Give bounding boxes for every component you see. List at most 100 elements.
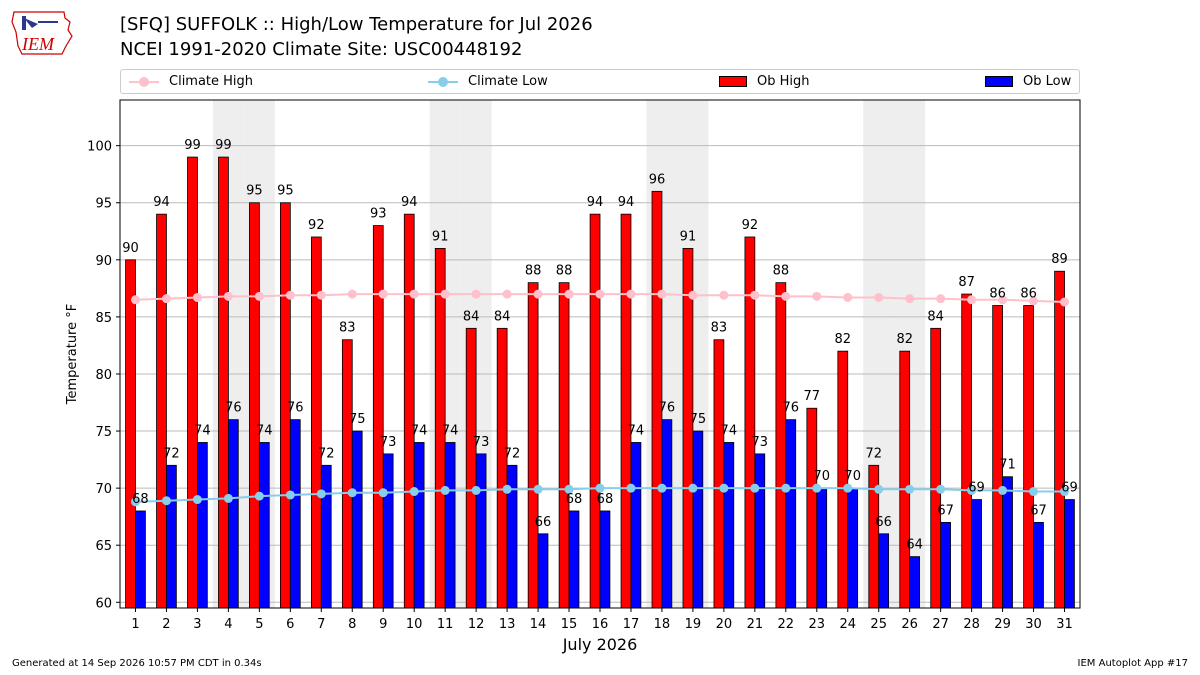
ob-low-bar	[754, 453, 766, 609]
y-tick-label: 65	[95, 539, 112, 554]
ob-low-bar	[258, 442, 270, 609]
ob-low-bar	[351, 430, 363, 609]
climate-low-point	[533, 484, 543, 494]
ob-high-value-label: 90	[122, 241, 139, 256]
climate-high-point	[409, 289, 419, 299]
climate-high-point	[347, 289, 357, 299]
ob-high-bar	[249, 202, 260, 609]
ob-high-value-label: 92	[308, 218, 325, 233]
climate-high-point	[378, 289, 388, 299]
climate-high-swatch	[129, 76, 159, 88]
climate-high-point	[161, 294, 171, 304]
ob-high-value-label: 83	[711, 321, 728, 336]
ob-low-value-label: 76	[225, 401, 242, 416]
climate-high-point	[843, 292, 853, 302]
title-line-1: [SFQ] SUFFOLK :: High/Low Temperature fo…	[120, 14, 593, 35]
legend-ob-high: Ob High	[719, 70, 810, 93]
climate-high-point	[967, 295, 977, 305]
climate-low-point	[130, 497, 140, 507]
x-tick-label: 5	[255, 617, 263, 632]
y-tick-label: 85	[95, 311, 112, 326]
ob-low-bar	[320, 464, 332, 609]
climate-low-point	[998, 485, 1008, 495]
ob-low-value-label: 75	[349, 412, 366, 427]
climate-high-point	[533, 289, 543, 299]
x-tick-label: 22	[778, 617, 795, 632]
ob-high-value-label: 87	[958, 275, 975, 290]
ob-low-value-label: 72	[318, 446, 335, 461]
x-tick-label: 13	[499, 617, 516, 632]
ob-low-bar	[692, 430, 704, 609]
ob-high-value-label: 86	[989, 286, 1006, 301]
ob-low-bar	[878, 533, 890, 609]
climate-low-point	[316, 489, 326, 499]
ob-high-value-label: 99	[215, 138, 232, 153]
ob-high-value-label: 72	[865, 446, 882, 461]
ob-high-value-label: 96	[649, 172, 666, 187]
climate-high-point	[564, 289, 574, 299]
ob-low-value-label: 69	[968, 481, 985, 496]
ob-low-bar	[1002, 476, 1013, 609]
legend-climate-low-label: Climate Low	[468, 74, 548, 89]
ob-high-bar	[713, 339, 725, 609]
x-tick-label: 11	[437, 617, 454, 632]
ob-low-bar	[197, 442, 208, 609]
logo-text: IEM	[21, 34, 55, 54]
climate-high-point	[1060, 297, 1070, 307]
ob-high-value-label: 82	[835, 332, 852, 347]
climate-high-point	[626, 289, 636, 299]
climate-low-point	[1029, 487, 1039, 497]
climate-low-point	[595, 483, 605, 493]
y-axis-label: Temperature °F	[65, 304, 80, 405]
generated-note: Generated at 14 Sep 2026 10:57 PM CDT in…	[12, 658, 262, 669]
climate-high-point	[471, 289, 481, 299]
ob-low-value-label: 76	[659, 401, 676, 416]
ob-high-value-label: 99	[184, 138, 201, 153]
ob-high-value-label: 94	[618, 195, 635, 210]
ob-low-bar	[227, 419, 239, 609]
x-tick-label: 31	[1056, 617, 1073, 632]
x-tick-label: 6	[286, 617, 294, 632]
climate-high-point	[285, 290, 295, 300]
x-tick-label: 4	[224, 617, 232, 632]
legend-ob-low-label: Ob Low	[1023, 74, 1072, 89]
plot-frame	[119, 99, 1081, 609]
ob-high-bar	[1023, 305, 1034, 609]
ob-high-value-label: 94	[587, 195, 604, 210]
ob-high-bar	[465, 327, 477, 609]
climate-high-point	[440, 289, 450, 299]
climate-low-point	[285, 490, 295, 500]
ob-low-value-label: 74	[194, 423, 211, 438]
ob-high-bar	[403, 213, 415, 609]
legend-ob-high-label: Ob High	[757, 74, 810, 89]
climate-low-point	[254, 491, 264, 501]
climate-low-point	[440, 485, 450, 495]
ob-low-bar	[723, 442, 735, 609]
climate-low-point	[626, 483, 636, 493]
climate-low-point	[719, 483, 729, 493]
climate-low-point	[688, 483, 698, 493]
climate-low-point	[161, 496, 171, 506]
ob-high-value-label: 93	[370, 207, 387, 222]
ob-low-value-label: 66	[535, 515, 552, 530]
x-tick-label: 2	[162, 617, 170, 632]
x-tick-label: 24	[839, 617, 856, 632]
ob-high-bar	[527, 282, 539, 609]
ob-high-value-label: 88	[525, 264, 542, 279]
climate-high-point	[595, 289, 605, 299]
legend-climate-high-label: Climate High	[169, 74, 254, 89]
ob-low-bar	[135, 510, 146, 609]
ob-high-bar	[372, 225, 384, 609]
ob-low-value-label: 73	[380, 435, 397, 450]
climate-high-point	[192, 292, 202, 302]
x-axis-label: July 2026	[562, 635, 638, 654]
x-tick-label: 7	[317, 617, 325, 632]
ob-high-value-label: 84	[927, 309, 944, 324]
climate-high-point	[1029, 296, 1039, 306]
x-tick-label: 1	[131, 617, 139, 632]
x-tick-label: 18	[654, 617, 671, 632]
ob-high-value-label: 91	[432, 229, 449, 244]
climate-high-point	[750, 290, 760, 300]
ob-low-bar	[289, 419, 301, 609]
